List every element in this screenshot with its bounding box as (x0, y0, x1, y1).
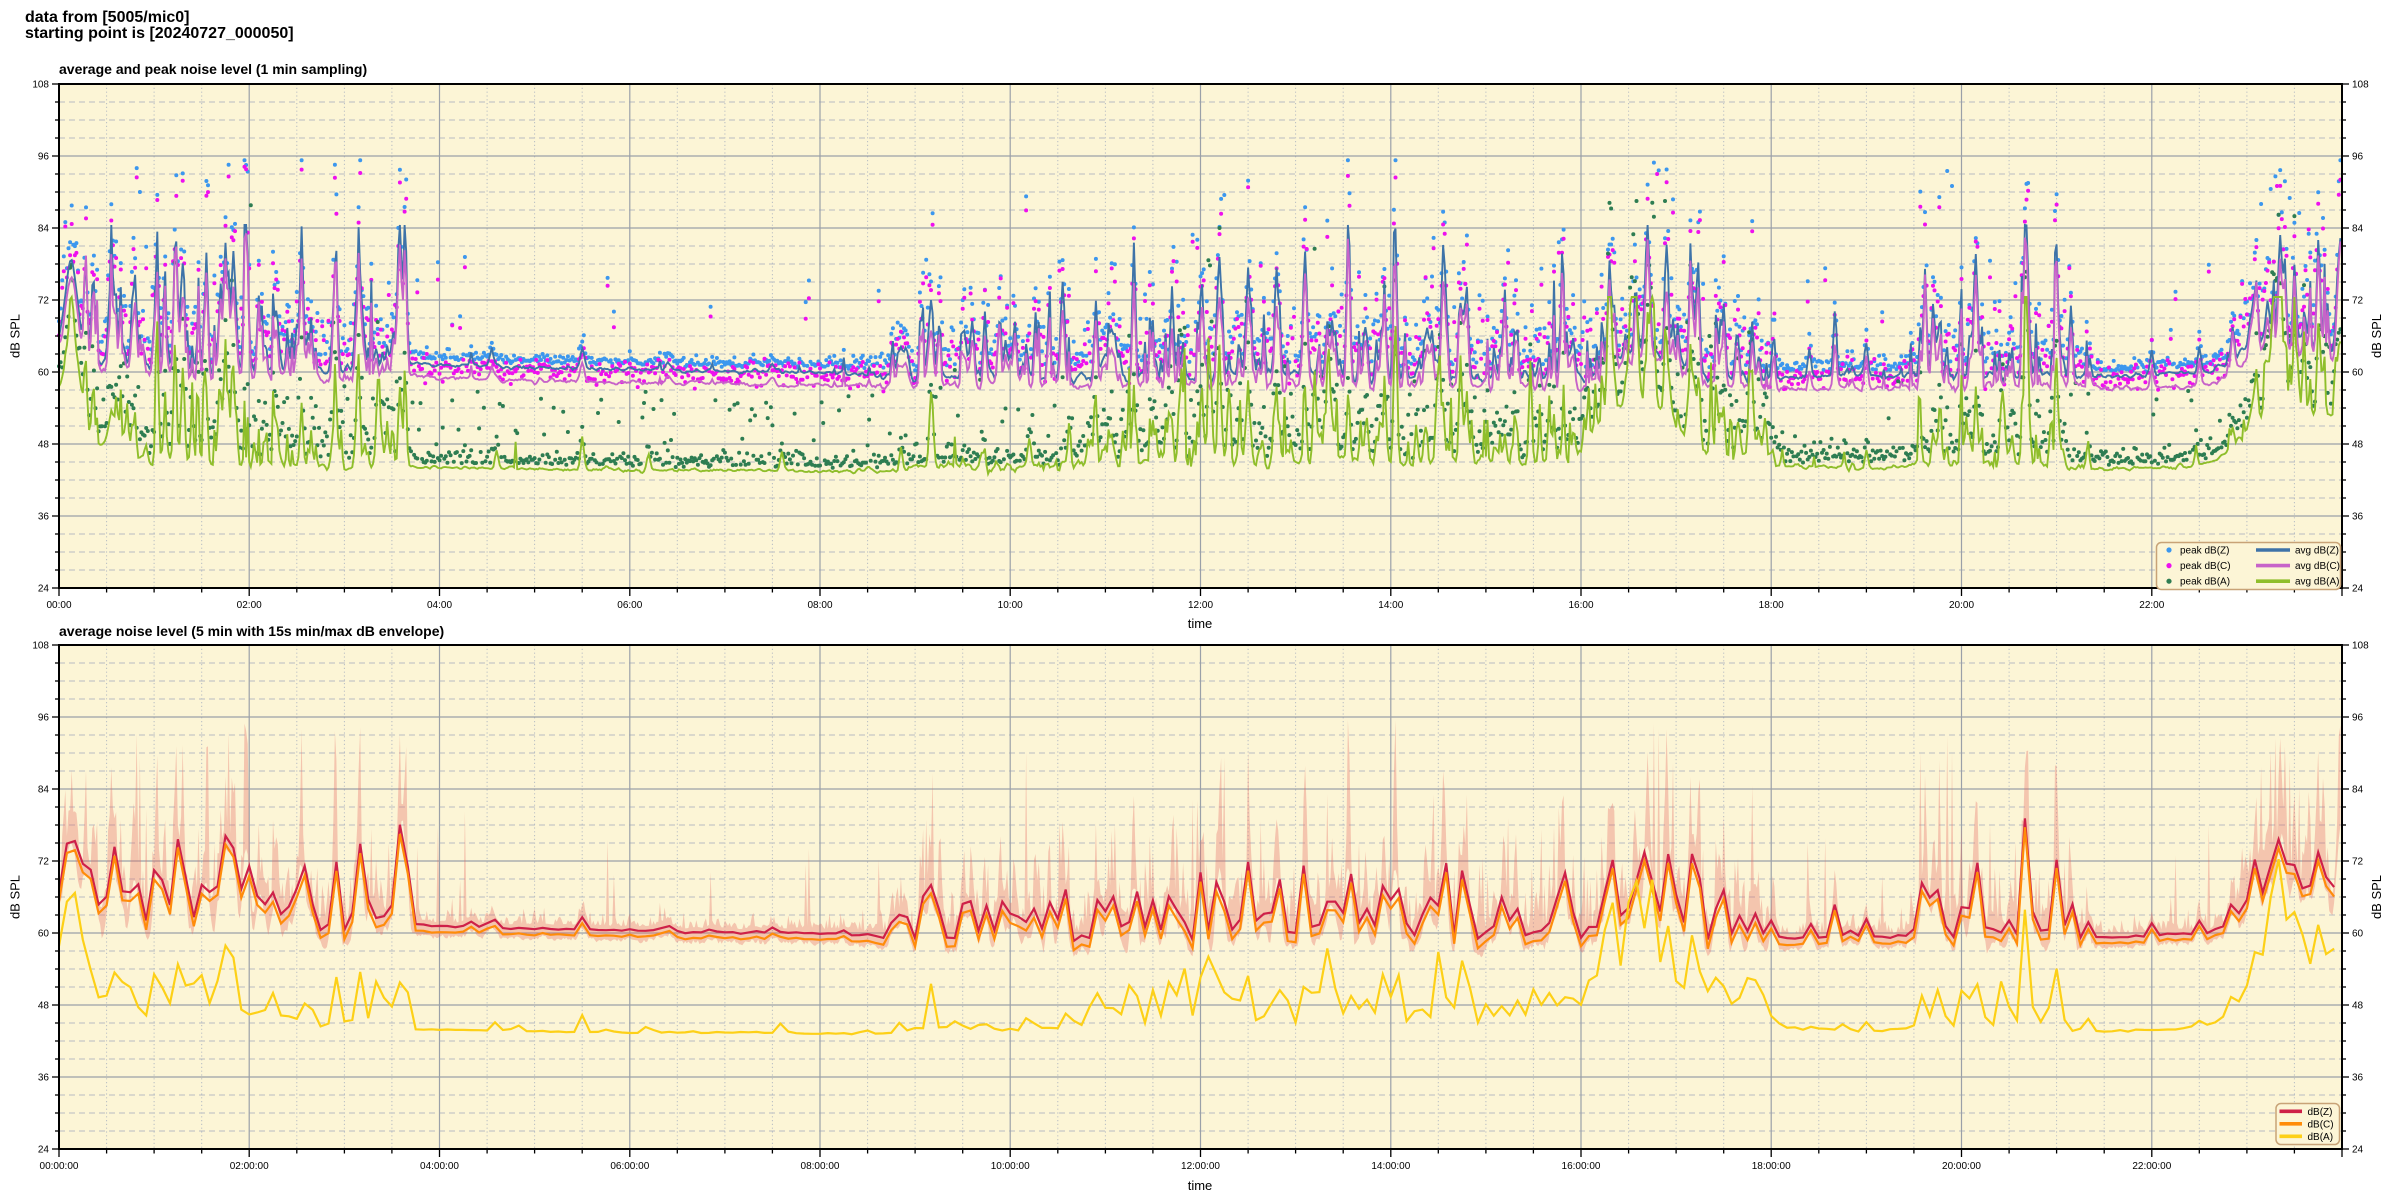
svg-text:02:00: 02:00 (237, 600, 262, 611)
svg-text:12:00:00: 12:00:00 (1181, 1161, 1220, 1172)
svg-text:peak dB(Z): peak dB(Z) (2180, 546, 2229, 557)
svg-text:average and peak noise level (: average and peak noise level (1 min samp… (59, 61, 367, 77)
svg-text:84: 84 (2352, 785, 2364, 796)
svg-text:starting point is [20240727_00: starting point is [20240727_000050] (25, 25, 294, 42)
svg-text:14:00:00: 14:00:00 (1371, 1161, 1410, 1172)
svg-text:18:00:00: 18:00:00 (1752, 1161, 1791, 1172)
svg-text:04:00: 04:00 (427, 600, 452, 611)
svg-text:dB(Z): dB(Z) (2308, 1107, 2333, 1118)
svg-text:60: 60 (38, 929, 50, 940)
svg-text:48: 48 (38, 440, 50, 451)
svg-text:36: 36 (38, 1073, 50, 1084)
svg-text:36: 36 (38, 512, 50, 523)
svg-text:24: 24 (2352, 1145, 2364, 1156)
svg-text:22:00:00: 22:00:00 (2132, 1161, 2171, 1172)
svg-text:60: 60 (2352, 929, 2364, 940)
svg-text:20:00:00: 20:00:00 (1942, 1161, 1981, 1172)
svg-text:peak dB(A): peak dB(A) (2180, 577, 2230, 588)
svg-text:84: 84 (2352, 224, 2364, 235)
svg-text:dB SPL: dB SPL (8, 314, 23, 358)
svg-text:72: 72 (2352, 857, 2364, 868)
svg-text:108: 108 (2352, 641, 2369, 652)
svg-text:avg dB(A): avg dB(A) (2295, 577, 2339, 588)
svg-text:108: 108 (32, 641, 49, 652)
svg-text:dB SPL: dB SPL (2369, 875, 2384, 919)
svg-text:84: 84 (38, 224, 50, 235)
svg-text:96: 96 (38, 713, 50, 724)
svg-text:avg dB(C): avg dB(C) (2295, 561, 2340, 572)
svg-text:02:00:00: 02:00:00 (230, 1161, 269, 1172)
svg-text:96: 96 (2352, 713, 2364, 724)
svg-text:22:00: 22:00 (2139, 600, 2164, 611)
svg-text:24: 24 (2352, 584, 2364, 595)
svg-text:time: time (1188, 616, 1213, 631)
svg-text:08:00:00: 08:00:00 (801, 1161, 840, 1172)
svg-text:16:00: 16:00 (1568, 600, 1593, 611)
svg-text:08:00: 08:00 (807, 600, 832, 611)
svg-text:36: 36 (2352, 1073, 2364, 1084)
svg-text:72: 72 (38, 296, 50, 307)
svg-text:dB(A): dB(A) (2308, 1132, 2334, 1143)
svg-text:time: time (1188, 1178, 1213, 1193)
svg-text:dB(C): dB(C) (2308, 1119, 2334, 1130)
svg-text:96: 96 (38, 152, 50, 163)
svg-text:00:00: 00:00 (46, 600, 71, 611)
svg-text:60: 60 (2352, 368, 2364, 379)
svg-text:18:00: 18:00 (1759, 600, 1784, 611)
svg-text:average noise level (5 min wit: average noise level (5 min with 15s min/… (59, 623, 444, 639)
svg-text:04:00:00: 04:00:00 (420, 1161, 459, 1172)
svg-text:14:00: 14:00 (1378, 600, 1403, 611)
svg-text:72: 72 (38, 857, 50, 868)
svg-text:36: 36 (2352, 512, 2364, 523)
svg-text:48: 48 (2352, 1001, 2364, 1012)
svg-text:108: 108 (32, 80, 49, 91)
svg-text:dB SPL: dB SPL (2369, 314, 2384, 358)
svg-text:16:00:00: 16:00:00 (1562, 1161, 1601, 1172)
svg-text:60: 60 (38, 368, 50, 379)
svg-text:data from [5005/mic0]: data from [5005/mic0] (25, 9, 190, 26)
svg-text:10:00: 10:00 (998, 600, 1023, 611)
svg-text:peak dB(C): peak dB(C) (2180, 561, 2231, 572)
svg-text:108: 108 (2352, 80, 2369, 91)
svg-text:72: 72 (2352, 296, 2364, 307)
svg-text:48: 48 (2352, 440, 2364, 451)
svg-text:84: 84 (38, 785, 50, 796)
svg-text:24: 24 (38, 1145, 50, 1156)
svg-text:dB SPL: dB SPL (8, 875, 23, 919)
svg-text:12:00: 12:00 (1188, 600, 1213, 611)
svg-text:48: 48 (38, 1001, 50, 1012)
svg-text:10:00:00: 10:00:00 (991, 1161, 1030, 1172)
svg-text:06:00: 06:00 (617, 600, 642, 611)
svg-text:20:00: 20:00 (1949, 600, 1974, 611)
svg-text:24: 24 (38, 584, 50, 595)
svg-text:06:00:00: 06:00:00 (610, 1161, 649, 1172)
svg-text:00:00:00: 00:00:00 (40, 1161, 79, 1172)
svg-text:96: 96 (2352, 152, 2364, 163)
svg-text:avg dB(Z): avg dB(Z) (2295, 546, 2339, 557)
